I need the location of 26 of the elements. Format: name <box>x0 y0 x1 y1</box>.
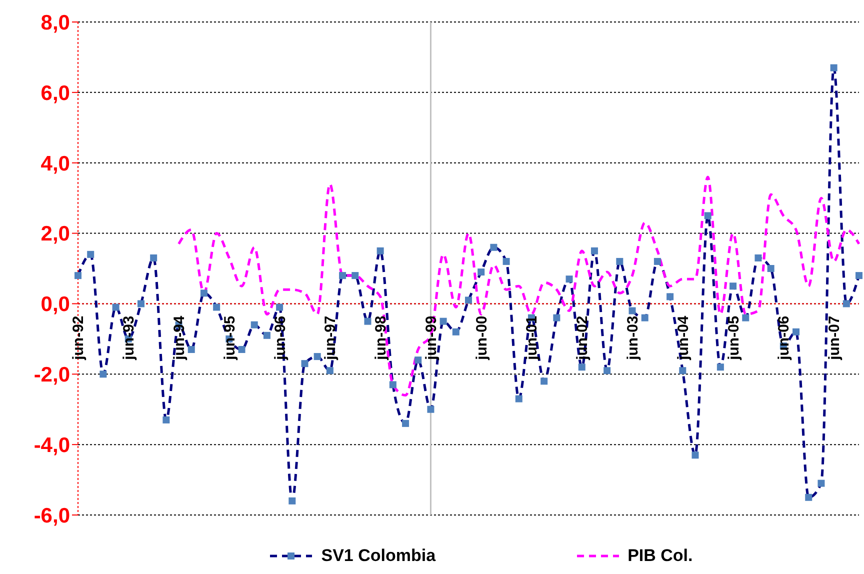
y-tick-label: 4,0 <box>40 152 70 176</box>
x-tick-label: jun-07 <box>826 316 844 361</box>
x-tick-label: jun-06 <box>776 316 793 361</box>
x-tick-label: jun-94 <box>171 315 188 361</box>
y-tick-label: 2,0 <box>40 222 70 246</box>
x-tick-label: jun-98 <box>372 316 390 361</box>
y-tick-label: 6,0 <box>40 82 70 105</box>
x-tick-label: jun-97 <box>322 316 340 361</box>
x-tick-label: jun-00 <box>473 316 490 361</box>
x-tick-label: jun-03 <box>624 316 642 361</box>
y-tick-label: 0,0 <box>40 293 70 316</box>
x-tick-label: jun-05 <box>725 316 742 361</box>
x-tick-label: jun-01 <box>524 316 541 361</box>
x-tick-label: jun-92 <box>70 316 88 361</box>
legend-label: SV1 Colombia <box>321 546 436 566</box>
x-tick-label: jun-93 <box>120 316 138 361</box>
y-tick-label: -2,0 <box>34 364 70 387</box>
x-tick-label: jun-95 <box>221 316 238 361</box>
y-tick-label: -4,0 <box>34 434 70 458</box>
x-tick-label: jun-02 <box>574 316 592 361</box>
legend-label: PIB Col. <box>628 546 693 566</box>
y-tick-label: -6,0 <box>34 504 70 528</box>
x-tick-label: jun-04 <box>674 315 692 361</box>
x-tick-label: jun-99 <box>422 316 440 361</box>
x-tick-label: jun-96 <box>272 316 289 361</box>
y-tick-label: 8,0 <box>40 11 70 34</box>
